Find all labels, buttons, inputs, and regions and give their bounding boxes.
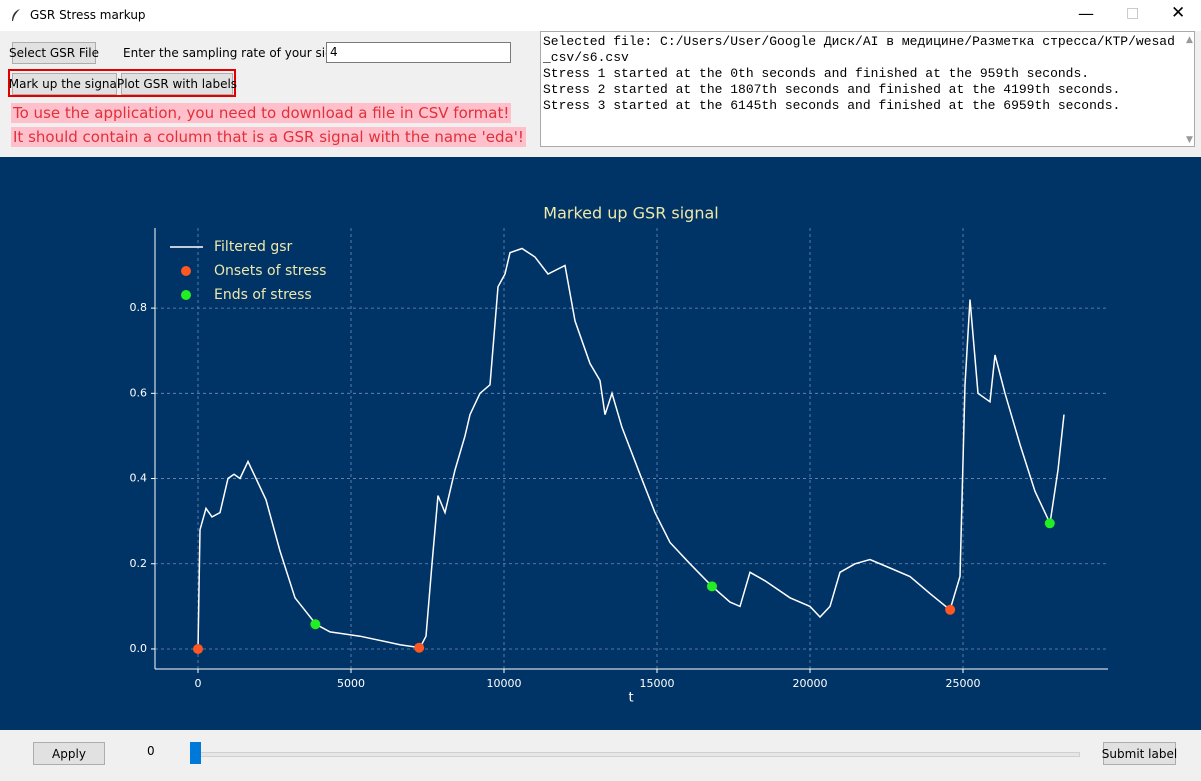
window-title: GSR Stress markup <box>30 8 146 22</box>
log-textbox[interactable]: Selected file: C:/Users/User/Google Диск… <box>540 31 1195 147</box>
x-tick-label: 10000 <box>487 677 522 690</box>
slider-track[interactable] <box>190 752 1080 757</box>
x-tick-label: 5000 <box>337 677 365 690</box>
log-line: Selected file: C:/Users/User/Google Диск… <box>543 34 1175 65</box>
select-file-button[interactable]: Select GSR File <box>9 42 99 64</box>
apply-button[interactable]: Apply <box>33 742 105 765</box>
x-axis-label: t <box>628 691 633 706</box>
minimize-button[interactable]: — <box>1078 4 1094 23</box>
chart: Marked up GSR signal t 0.0 0.2 0.4 0.6 0.8 0 5… <box>0 157 1201 730</box>
rate-input[interactable]: 4 <box>326 42 511 63</box>
legend-swatch <box>181 266 191 276</box>
gsr-line <box>197 247 1065 650</box>
marker-point <box>414 642 425 653</box>
title-bar: GSR Stress markup — □ ✕ <box>0 0 1201 31</box>
rate-label: Enter the sampling rate of your signal: <box>123 46 356 60</box>
chart-background <box>0 157 1201 730</box>
x-tick-label: 20000 <box>793 677 828 690</box>
markup-button[interactable]: Mark up the signal <box>9 73 120 95</box>
y-tick-label: 0.0 <box>130 642 148 655</box>
x-tick-label: 0 <box>194 677 201 690</box>
legend-label: Filtered gsr <box>214 239 292 255</box>
legend-swatch <box>181 290 191 300</box>
maximize-button[interactable]: □ <box>1126 5 1140 21</box>
legend-label: Ends of stress <box>214 287 312 303</box>
close-button[interactable]: ✕ <box>1171 3 1186 23</box>
x-tick-label: 15000 <box>640 677 675 690</box>
app-icon <box>12 9 20 21</box>
highlight-box <box>8 69 236 97</box>
log-line: Stress 1 started at the 0th seconds and … <box>543 66 1090 81</box>
warning-text: It should contain a column that is a GSR… <box>11 127 526 147</box>
warning-text: To use the application, you need to down… <box>11 103 512 123</box>
slider-value: 0 <box>147 744 155 758</box>
chart-title: Marked up GSR signal <box>543 204 718 223</box>
scrollbar[interactable]: ▲ ▼ <box>1186 35 1193 145</box>
legend-label: Onsets of stress <box>214 263 326 279</box>
marker-point <box>310 619 321 630</box>
marker-point <box>706 581 717 592</box>
y-tick-label: 0.8 <box>130 301 148 314</box>
y-tick-label: 0.6 <box>130 386 148 399</box>
log-line: Stress 3 started at the 6145th seconds a… <box>543 98 1121 113</box>
log-line: Stress 2 started at the 1807th seconds a… <box>543 82 1121 97</box>
slider-handle[interactable] <box>190 742 201 764</box>
marker-point <box>192 643 203 654</box>
submit-button[interactable]: Submit label <box>1102 742 1177 765</box>
y-tick-label: 0.2 <box>130 557 148 570</box>
x-tick-label: 25000 <box>946 677 981 690</box>
plot-button[interactable]: Plot GSR with labels <box>117 73 237 95</box>
y-tick-label: 0.4 <box>130 472 148 485</box>
marker-point <box>1044 518 1055 529</box>
marker-point <box>945 604 956 615</box>
